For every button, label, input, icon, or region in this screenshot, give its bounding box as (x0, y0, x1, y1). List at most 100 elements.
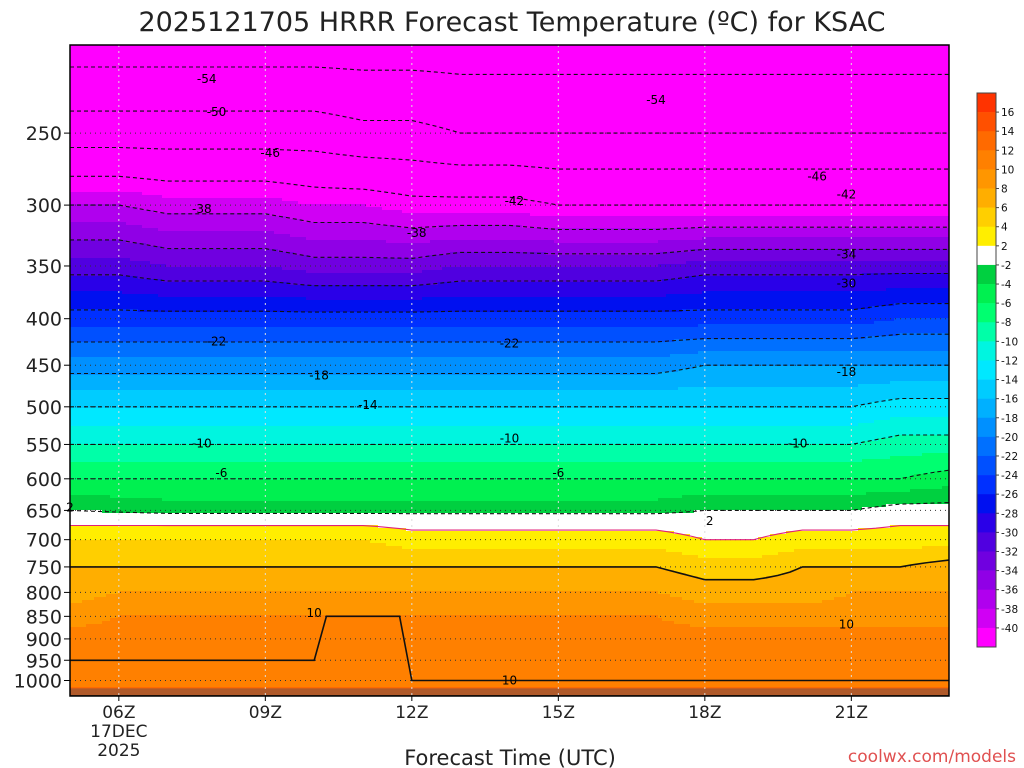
x-tick-label: 18Z (688, 703, 721, 723)
contour-label: -10 (788, 437, 808, 451)
contour-label: -30 (837, 277, 857, 291)
colorbar-swatch (977, 322, 996, 341)
colorbar-swatch (977, 284, 996, 303)
contour-label: -42 (505, 194, 525, 208)
colorbar-label: -24 (1001, 470, 1018, 482)
colorbar-label: 10 (1001, 164, 1014, 176)
x-tick-label: 09Z (249, 703, 282, 723)
x-tick-label: 12Z (395, 703, 428, 723)
colorbar-swatch (977, 303, 996, 322)
colorbar-swatch (977, 494, 996, 513)
colorbar-swatch (977, 227, 996, 246)
colorbar: 161412108642-2-4-6-8-10-12-14-16-18-20-2… (977, 93, 1018, 647)
contour-label: -54 (197, 72, 217, 86)
contour-label: -18 (837, 365, 857, 379)
x-tick-label: 06Z (102, 703, 135, 723)
colorbar-label: -10 (1001, 336, 1018, 348)
colorbar-label: 16 (1001, 107, 1015, 119)
colorbar-label: -8 (1001, 317, 1011, 329)
colorbar-label: -34 (1001, 566, 1018, 578)
contour-label: -50 (207, 105, 227, 119)
y-tick-label: 900 (26, 629, 62, 651)
colorbar-swatch (977, 590, 996, 609)
y-tick-label: 550 (26, 434, 62, 456)
temperature-field (70, 45, 951, 697)
colorbar-swatch (977, 131, 996, 150)
colorbar-swatch (977, 475, 996, 494)
colorbar-label: -28 (1001, 508, 1018, 520)
colorbar-label: -14 (1001, 375, 1018, 387)
colorbar-label: -32 (1001, 546, 1018, 558)
colorbar-label: -18 (1001, 413, 1018, 425)
contour-label: -38 (407, 226, 427, 240)
colorbar-swatch (977, 551, 996, 570)
colorbar-swatch (977, 265, 996, 284)
colorbar-label: -2 (1001, 260, 1011, 272)
colorbar-swatch (977, 532, 996, 551)
colorbar-swatch (977, 360, 996, 379)
y-tick-label: 600 (26, 469, 62, 491)
surface-band (70, 688, 949, 696)
colorbar-label: 8 (1001, 184, 1008, 196)
y-tick-label: 1000 (14, 671, 62, 693)
colorbar-swatch (977, 112, 996, 131)
colorbar-swatch (977, 380, 996, 399)
contour-label: -6 (215, 466, 227, 480)
contour-label: -10 (500, 432, 520, 446)
contour-label: 10 (502, 674, 517, 688)
colorbar-swatch (977, 341, 996, 360)
colorbar-swatch (977, 513, 996, 532)
x-tick-date: 17DEC (90, 722, 147, 742)
colorbar-label: 2 (1001, 241, 1008, 253)
contour-label: -22 (500, 337, 520, 351)
contour-label: -22 (207, 335, 227, 349)
colorbar-label: 4 (1001, 222, 1008, 234)
x-tick-label: 21Z (835, 703, 868, 723)
contour-label: 10 (839, 618, 854, 632)
colorbar-label: -6 (1001, 298, 1012, 310)
y-tick-label: 500 (26, 397, 62, 419)
watermark: coolwx.com/models (848, 747, 1016, 767)
colorbar-swatch (977, 93, 996, 112)
colorbar-label: -36 (1001, 585, 1018, 597)
y-tick-label: 350 (26, 256, 62, 278)
x-tick-label: 15Z (542, 703, 575, 723)
colorbar-swatch (977, 628, 996, 647)
y-tick-label: 750 (26, 557, 62, 579)
colorbar-label: -4 (1001, 279, 1012, 291)
colorbar-label: 12 (1001, 145, 1014, 157)
colorbar-swatch (977, 418, 996, 437)
colorbar-label: -22 (1001, 451, 1018, 463)
colorbar-label: -12 (1001, 355, 1018, 367)
colorbar-swatch (977, 246, 996, 265)
colorbar-swatch (977, 609, 996, 628)
colorbar-swatch (977, 456, 996, 475)
colorbar-label: -30 (1001, 527, 1018, 539)
contour-label: -46 (260, 146, 280, 160)
colorbar-label: -26 (1001, 489, 1018, 501)
y-tick-label: 700 (26, 530, 62, 552)
contour-label: -10 (192, 437, 212, 451)
colorbar-swatch (977, 208, 996, 227)
colorbar-label: 6 (1001, 203, 1008, 215)
y-tick-label: 300 (26, 195, 62, 217)
contour-label: 2 (706, 514, 714, 528)
colorbar-swatch (977, 189, 996, 208)
y-tick-label: 800 (26, 582, 62, 604)
y-axis-ticks: 2503003504004505005506006507007508008509… (14, 123, 70, 692)
colorbar-label: -16 (1001, 394, 1018, 406)
contour-label: -34 (837, 248, 857, 262)
chart-title: 2025121705 HRRR Forecast Temperature (ºC… (138, 7, 885, 38)
colorbar-label: -38 (1001, 604, 1018, 616)
y-tick-label: 650 (26, 500, 62, 522)
colorbar-label: -40 (1001, 623, 1018, 635)
colorbar-swatch (977, 571, 996, 590)
x-axis-label: Forecast Time (UTC) (404, 746, 616, 768)
contour-label: -18 (309, 369, 329, 383)
contour-label: -42 (837, 187, 857, 201)
colorbar-swatch (977, 437, 996, 456)
y-tick-label: 950 (26, 650, 62, 672)
y-tick-label: 450 (26, 355, 62, 377)
x-tick-year: 2025 (97, 741, 140, 761)
